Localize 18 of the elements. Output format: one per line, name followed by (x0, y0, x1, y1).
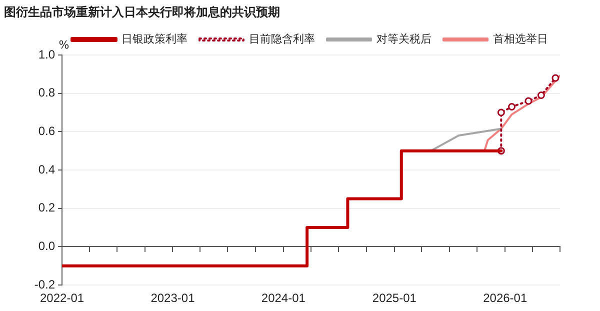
x-tick-label: 2026-01 (483, 291, 528, 306)
y-tick-label: 0.0 (38, 238, 56, 253)
y-axis-title: % (58, 38, 70, 52)
y-tick-label: 0.8 (38, 86, 56, 100)
legend-label: 目前隐含利率 (249, 32, 315, 46)
y-tick-label: 1.0 (38, 47, 56, 62)
y-tick-label: 0.4 (38, 162, 56, 176)
y-tick-label: -0.2 (34, 277, 56, 292)
legend-label: 日银政策利率 (122, 32, 188, 46)
x-tick-label: 2023-01 (150, 291, 196, 306)
legend-label: 对等关税后 (376, 32, 432, 46)
y-tick-label: 0.2 (38, 200, 56, 215)
chart-title: 图衍生品市场重新计入日本央行即将加息的共识预期 (3, 4, 281, 21)
x-tick-label: 2024-01 (261, 291, 306, 306)
y-tick-label: 0.6 (38, 124, 56, 138)
x-tick-label: 2025-01 (372, 291, 417, 306)
x-tick-label: 2022-01 (40, 291, 84, 306)
legend-label: 首相选举日 (493, 32, 548, 46)
